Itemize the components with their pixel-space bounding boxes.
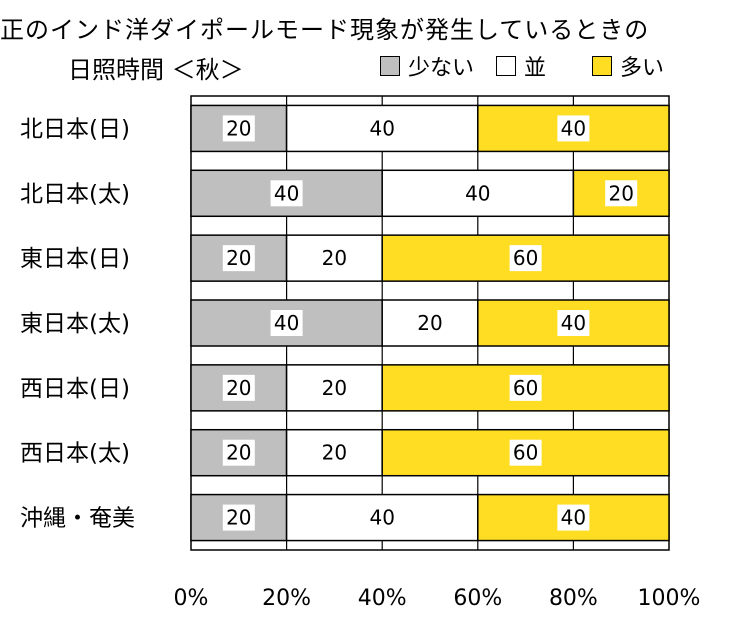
value-label-box — [318, 374, 351, 401]
value-label: 60 — [513, 246, 538, 270]
x-tick-label: 40% — [358, 586, 407, 611]
x-tick-label: 80% — [549, 586, 598, 611]
chart-title: 正のインド洋ダイポールモード現象が発生しているときの — [0, 16, 650, 44]
value-label: 20 — [608, 181, 633, 205]
legend-swatch-many — [592, 56, 612, 76]
value-label: 40 — [561, 116, 586, 140]
value-label: 20 — [226, 506, 251, 530]
value-label-box — [557, 115, 590, 142]
value-label: 20 — [322, 246, 347, 270]
legend-item-many: 多い — [592, 50, 664, 82]
value-label: 60 — [513, 441, 538, 465]
value-label-box — [461, 180, 494, 207]
chart-subtitle: 日照時間 ＜秋＞ — [68, 56, 244, 84]
value-label-box — [222, 115, 255, 142]
value-label: 40 — [369, 506, 394, 530]
value-label: 40 — [369, 116, 394, 140]
legend-label-many: 多い — [620, 56, 665, 81]
value-label: 20 — [226, 441, 251, 465]
category-label: 西日本(日) — [20, 376, 130, 402]
bar-segment — [477, 104, 670, 153]
value-label: 60 — [513, 376, 538, 400]
value-label: 20 — [322, 376, 347, 400]
value-label-box — [605, 180, 638, 207]
category-label: 東日本(太) — [20, 311, 130, 337]
category-label: 北日本(日) — [20, 116, 130, 142]
value-label: 20 — [226, 116, 251, 140]
value-label: 40 — [561, 506, 586, 530]
value-label: 40 — [561, 311, 586, 335]
value-label-box — [318, 439, 351, 466]
value-label-box — [366, 115, 399, 142]
legend-item-normal: 並 — [496, 50, 546, 82]
x-tick-label: 60% — [453, 586, 502, 611]
legend-swatch-few — [380, 56, 400, 76]
x-tick-label: 100% — [638, 586, 701, 611]
value-label-box — [509, 439, 542, 466]
x-tick-label: 20% — [262, 586, 311, 611]
value-label-box — [557, 504, 590, 531]
value-label: 20 — [322, 441, 347, 465]
value-label: 40 — [274, 311, 299, 335]
value-label: 20 — [226, 376, 251, 400]
value-label-box — [509, 374, 542, 401]
category-label: 沖縄・奄美 — [20, 506, 135, 532]
value-label-box — [509, 245, 542, 272]
value-label-box — [414, 310, 446, 336]
value-label-box — [222, 245, 255, 272]
x-tick-label: 0% — [174, 586, 209, 611]
value-label-box — [222, 374, 255, 401]
value-label: 20 — [417, 311, 442, 335]
category-label: 西日本(太) — [20, 441, 130, 467]
value-label: 40 — [465, 181, 490, 205]
value-label-box — [270, 310, 303, 336]
legend-item-few: 少ない — [380, 50, 474, 82]
legend-swatch-normal — [496, 56, 516, 76]
legend-label-normal: 並 — [524, 56, 547, 81]
value-label: 20 — [226, 246, 251, 270]
value-label-box — [366, 504, 399, 531]
value-label: 40 — [274, 181, 299, 205]
category-label: 東日本(日) — [20, 246, 130, 272]
value-label-box — [270, 180, 303, 207]
value-label-box — [222, 439, 255, 466]
legend-label-few: 少ない — [408, 56, 475, 81]
value-label-box — [557, 310, 590, 336]
value-label-box — [222, 504, 255, 531]
value-label-box — [318, 245, 351, 272]
category-label: 北日本(太) — [20, 181, 130, 207]
